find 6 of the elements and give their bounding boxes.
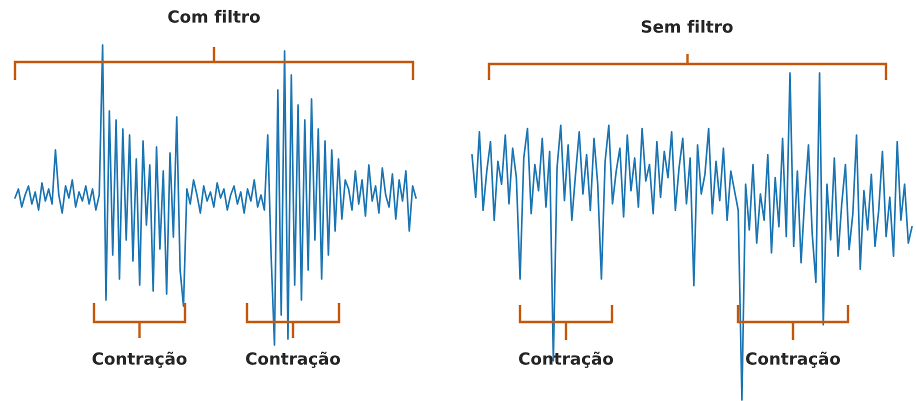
annotation: Contração (746, 352, 840, 368)
text: Contração (92, 352, 187, 368)
chart-title: Sem filtro (642, 20, 733, 33)
annotation: Contração (519, 352, 614, 368)
text: Contração (246, 352, 340, 368)
chart-title: Com filtro (168, 10, 260, 23)
